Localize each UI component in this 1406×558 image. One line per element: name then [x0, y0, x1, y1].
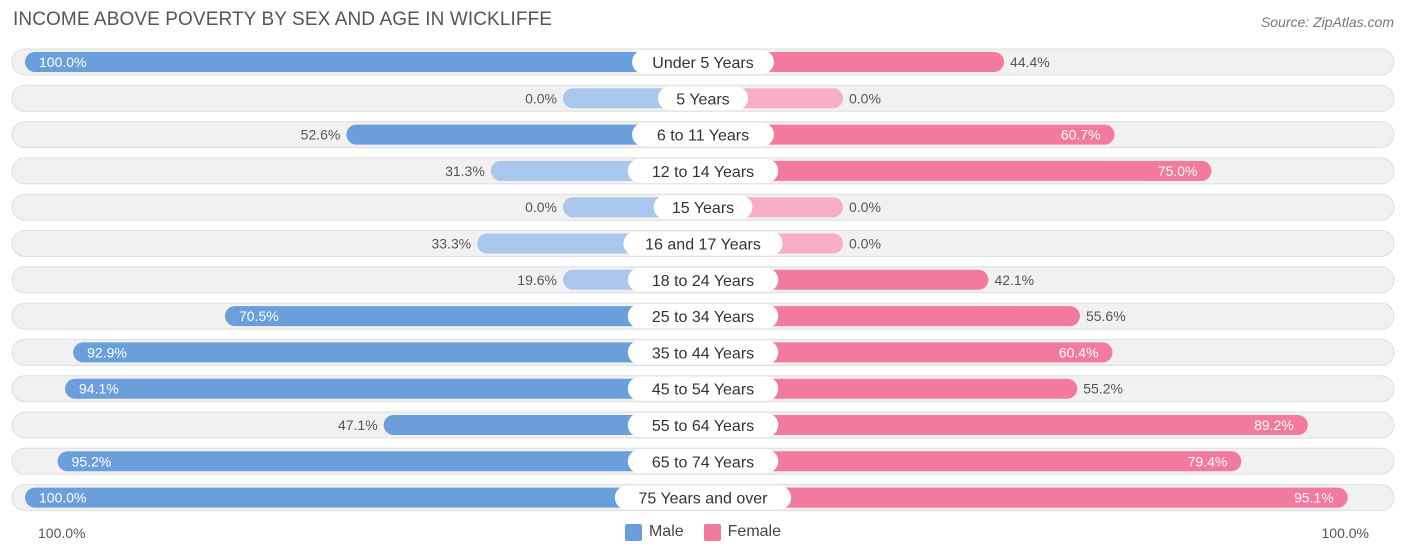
male-bar — [25, 52, 703, 72]
male-bar — [73, 342, 703, 363]
male-bar — [65, 378, 703, 399]
female-value-label: 79.4% — [1188, 453, 1228, 469]
male-value-label: 31.3% — [445, 163, 485, 179]
legend: Male Female — [0, 523, 1406, 541]
male-bar — [346, 124, 703, 145]
category-label: 18 to 24 Years — [652, 273, 754, 290]
male-value-label: 95.2% — [72, 453, 112, 469]
axis-left-label: 100.0% — [38, 525, 86, 541]
male-value-label: 0.0% — [525, 90, 557, 106]
category-label: 25 to 34 Years — [652, 309, 754, 326]
category-label: 35 to 44 Years — [652, 345, 754, 362]
male-value-label: 0.0% — [525, 199, 557, 215]
female-bar — [703, 306, 1080, 327]
female-bar — [703, 378, 1078, 399]
category-label-pill — [627, 158, 779, 183]
female-value-label: 44.4% — [1010, 54, 1050, 70]
female-bar — [703, 342, 1113, 363]
category-label-pill — [657, 86, 749, 111]
male-bar — [25, 487, 703, 508]
legend-label-female: Female — [727, 523, 782, 540]
category-label: 45 to 54 Years — [652, 382, 754, 399]
axis-right-label: 100.0% — [1321, 525, 1369, 541]
category-label: 5 Years — [676, 91, 729, 108]
male-value-label: 94.1% — [79, 381, 119, 397]
female-bar — [703, 415, 1308, 435]
category-label-pill — [627, 340, 779, 365]
male-value-label: 92.9% — [87, 344, 127, 360]
male-value-label: 100.0% — [39, 54, 86, 70]
source-label: Source: ZipAtlas.com — [1260, 14, 1394, 30]
category-label-pill — [627, 413, 779, 437]
category-label-pill — [627, 376, 779, 401]
category-label: 12 to 14 Years — [652, 164, 754, 181]
legend-label-male: Male — [648, 523, 684, 540]
female-value-label: 60.4% — [1059, 344, 1099, 360]
category-label-pill — [627, 449, 779, 474]
category-label: 75 Years and over — [639, 491, 769, 508]
category-label-pill — [632, 50, 774, 74]
female-value-label: 42.1% — [994, 272, 1034, 288]
category-label: 6 to 11 Years — [657, 128, 749, 145]
female-bar — [703, 160, 1212, 181]
female-bar — [703, 451, 1242, 472]
female-value-label: 55.2% — [1083, 381, 1123, 397]
category-label-pill — [623, 231, 783, 256]
legend-item-male[interactable]: Male — [624, 523, 684, 541]
female-value-label: 0.0% — [849, 236, 881, 252]
chart-svg: 100.0% 44.4% Under 5 Years 0.0% 0.0% 5 Years 5… — [11, 48, 1395, 512]
male-bar — [57, 451, 703, 472]
chart-title: INCOME ABOVE POVERTY BY SEX AND AGE IN W… — [13, 9, 553, 30]
female-value-label: 95.1% — [1294, 490, 1334, 506]
female-value-label: 55.6% — [1086, 308, 1126, 324]
male-value-label: 52.6% — [301, 127, 341, 143]
female-value-label: 75.0% — [1158, 163, 1198, 179]
male-value-label: 19.6% — [517, 272, 557, 288]
category-label-pill — [627, 267, 779, 292]
male-bar — [225, 306, 703, 327]
category-label: Under 5 Years — [652, 55, 753, 72]
female-bar — [703, 124, 1115, 145]
female-value-label: 60.7% — [1061, 127, 1101, 143]
male-value-label: 100.0% — [39, 490, 86, 506]
category-label: 65 to 74 Years — [652, 454, 754, 471]
category-label: 55 to 64 Years — [652, 418, 754, 435]
category-label-pill — [653, 195, 753, 220]
female-value-label: 0.0% — [849, 90, 881, 106]
legend-item-female[interactable]: Female — [703, 523, 782, 541]
category-label-pill — [627, 304, 779, 329]
category-label-pill — [632, 122, 774, 147]
female-value-label: 89.2% — [1254, 417, 1294, 433]
male-value-label: 33.3% — [432, 236, 472, 252]
legend-swatch-female — [703, 523, 721, 541]
category-label-pill — [614, 485, 792, 510]
male-value-label: 70.5% — [239, 308, 279, 324]
female-value-label: 0.0% — [849, 199, 881, 215]
male-bar — [383, 415, 703, 435]
female-bar — [703, 52, 1005, 72]
female-bar — [703, 487, 1348, 508]
category-label: 16 and 17 Years — [645, 237, 761, 254]
category-label: 15 Years — [672, 200, 734, 217]
legend-swatch-male — [624, 523, 642, 541]
male-value-label: 47.1% — [338, 417, 378, 433]
